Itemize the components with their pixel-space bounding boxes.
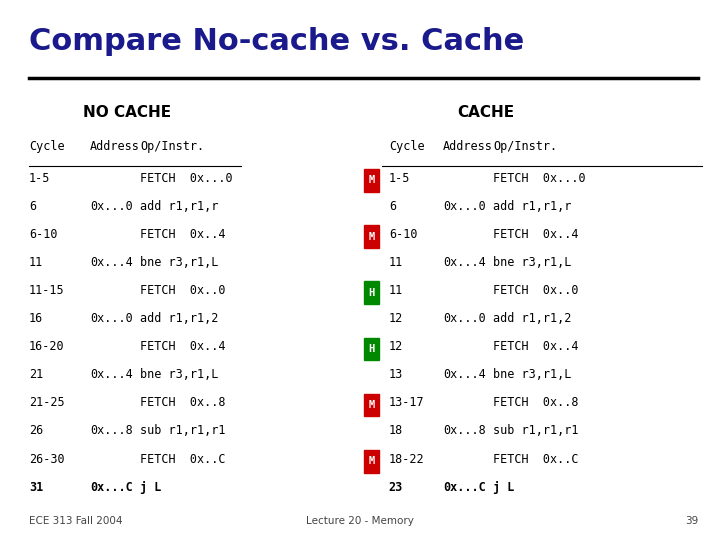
Text: 0x...8: 0x...8 bbox=[90, 424, 132, 437]
Text: FETCH  0x..C: FETCH 0x..C bbox=[493, 453, 579, 465]
Text: bne r3,r1,L: bne r3,r1,L bbox=[140, 368, 219, 381]
Text: 16: 16 bbox=[29, 312, 43, 325]
Text: 23: 23 bbox=[389, 481, 403, 494]
Text: FETCH  0x..4: FETCH 0x..4 bbox=[140, 340, 226, 353]
Text: 26-30: 26-30 bbox=[29, 453, 64, 465]
FancyBboxPatch shape bbox=[364, 169, 379, 192]
Text: 11-15: 11-15 bbox=[29, 284, 64, 297]
Text: 0x...4: 0x...4 bbox=[90, 256, 132, 269]
Text: Lecture 20 - Memory: Lecture 20 - Memory bbox=[306, 516, 414, 526]
Text: sub r1,r1,r1: sub r1,r1,r1 bbox=[493, 424, 579, 437]
Text: 6: 6 bbox=[29, 200, 36, 213]
Text: FETCH  0x..4: FETCH 0x..4 bbox=[140, 228, 226, 241]
Text: 0x...0: 0x...0 bbox=[90, 200, 132, 213]
Text: Compare No-cache vs. Cache: Compare No-cache vs. Cache bbox=[29, 27, 524, 56]
Text: 1-5: 1-5 bbox=[389, 172, 410, 185]
Text: 21-25: 21-25 bbox=[29, 396, 64, 409]
Text: CACHE: CACHE bbox=[457, 105, 514, 120]
Text: 0x...4: 0x...4 bbox=[443, 368, 485, 381]
Text: bne r3,r1,L: bne r3,r1,L bbox=[493, 256, 572, 269]
FancyBboxPatch shape bbox=[364, 394, 379, 416]
Text: sub r1,r1,r1: sub r1,r1,r1 bbox=[140, 424, 226, 437]
Text: 6-10: 6-10 bbox=[29, 228, 58, 241]
Text: 11: 11 bbox=[389, 284, 403, 297]
Text: FETCH  0x...0: FETCH 0x...0 bbox=[140, 172, 233, 185]
Text: Address: Address bbox=[90, 140, 140, 153]
FancyBboxPatch shape bbox=[364, 338, 379, 360]
Text: Op/Instr.: Op/Instr. bbox=[140, 140, 204, 153]
Text: FETCH  0x..0: FETCH 0x..0 bbox=[493, 284, 579, 297]
Text: 6: 6 bbox=[389, 200, 396, 213]
Text: Op/Instr.: Op/Instr. bbox=[493, 140, 557, 153]
Text: NO CACHE: NO CACHE bbox=[83, 105, 171, 120]
Text: add r1,r1,r: add r1,r1,r bbox=[140, 200, 219, 213]
Text: FETCH  0x..0: FETCH 0x..0 bbox=[140, 284, 226, 297]
Text: ECE 313 Fall 2004: ECE 313 Fall 2004 bbox=[29, 516, 122, 526]
Text: 0x...4: 0x...4 bbox=[90, 368, 132, 381]
Text: 0x...C: 0x...C bbox=[90, 481, 132, 494]
Text: 0x...C: 0x...C bbox=[443, 481, 485, 494]
FancyBboxPatch shape bbox=[364, 225, 379, 248]
Text: M: M bbox=[369, 456, 374, 466]
Text: 0x...8: 0x...8 bbox=[443, 424, 485, 437]
Text: M: M bbox=[369, 176, 374, 185]
Text: 26: 26 bbox=[29, 424, 43, 437]
FancyBboxPatch shape bbox=[364, 281, 379, 304]
Text: 0x...0: 0x...0 bbox=[443, 200, 485, 213]
Text: 12: 12 bbox=[389, 340, 403, 353]
Text: 39: 39 bbox=[685, 516, 698, 526]
Text: H: H bbox=[369, 288, 374, 298]
Text: 1-5: 1-5 bbox=[29, 172, 50, 185]
Text: 11: 11 bbox=[29, 256, 43, 269]
Text: bne r3,r1,L: bne r3,r1,L bbox=[140, 256, 219, 269]
FancyBboxPatch shape bbox=[364, 450, 379, 472]
Text: 31: 31 bbox=[29, 481, 43, 494]
Text: H: H bbox=[369, 344, 374, 354]
Text: 21: 21 bbox=[29, 368, 43, 381]
Text: 18: 18 bbox=[389, 424, 403, 437]
Text: add r1,r1,2: add r1,r1,2 bbox=[493, 312, 572, 325]
Text: FETCH  0x...0: FETCH 0x...0 bbox=[493, 172, 586, 185]
Text: bne r3,r1,L: bne r3,r1,L bbox=[493, 368, 572, 381]
Text: j L: j L bbox=[493, 481, 515, 494]
Text: Cycle: Cycle bbox=[29, 140, 64, 153]
Text: j L: j L bbox=[140, 481, 162, 494]
Text: Address: Address bbox=[443, 140, 492, 153]
Text: 13: 13 bbox=[389, 368, 403, 381]
Text: 0x...4: 0x...4 bbox=[443, 256, 485, 269]
Text: 13-17: 13-17 bbox=[389, 396, 424, 409]
Text: 6-10: 6-10 bbox=[389, 228, 418, 241]
Text: FETCH  0x..8: FETCH 0x..8 bbox=[140, 396, 226, 409]
Text: 11: 11 bbox=[389, 256, 403, 269]
Text: M: M bbox=[369, 232, 374, 241]
Text: M: M bbox=[369, 400, 374, 410]
Text: 12: 12 bbox=[389, 312, 403, 325]
Text: 16-20: 16-20 bbox=[29, 340, 64, 353]
Text: 18-22: 18-22 bbox=[389, 453, 424, 465]
Text: FETCH  0x..C: FETCH 0x..C bbox=[140, 453, 226, 465]
Text: FETCH  0x..4: FETCH 0x..4 bbox=[493, 228, 579, 241]
Text: Cycle: Cycle bbox=[389, 140, 424, 153]
Text: 0x...0: 0x...0 bbox=[90, 312, 132, 325]
Text: FETCH  0x..8: FETCH 0x..8 bbox=[493, 396, 579, 409]
Text: 0x...0: 0x...0 bbox=[443, 312, 485, 325]
Text: FETCH  0x..4: FETCH 0x..4 bbox=[493, 340, 579, 353]
Text: add r1,r1,2: add r1,r1,2 bbox=[140, 312, 219, 325]
Text: add r1,r1,r: add r1,r1,r bbox=[493, 200, 572, 213]
